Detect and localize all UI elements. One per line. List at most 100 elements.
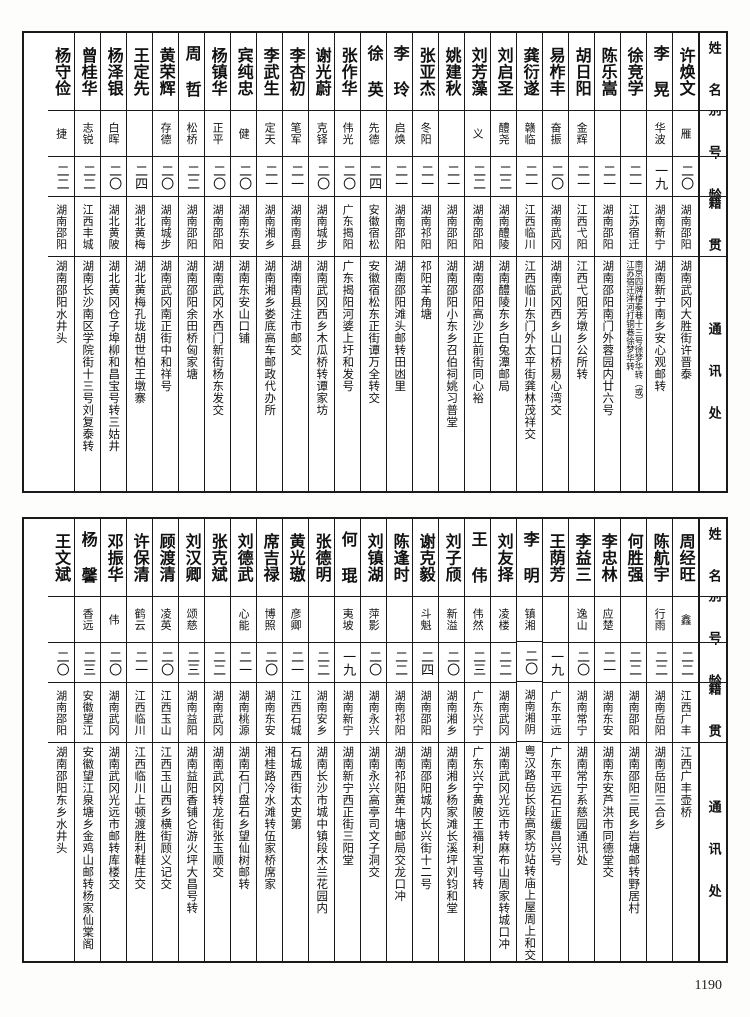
person-column[interactable]: 胡日阳 金辉 二一 江西弋阳 江西弋阳芳墩乡公所转 [568, 33, 594, 491]
person-name-text: 徐竞学 [624, 46, 644, 97]
person-age-cell: 二二 [387, 643, 412, 683]
person-native-text: 湖南湘阴 [523, 688, 537, 735]
person-native-text: 广东揭阳 [341, 203, 355, 250]
person-address-cell: 湖南邵阳城内长兴街十二号 [413, 743, 438, 961]
person-column[interactable]: 易柞丰 奋振 二〇 湖南武冈 湖南武冈西乡山口桥易心湾交 [542, 33, 568, 491]
person-column[interactable]: 李 玲启焕 二一 湖南邵阳 湖南邵阳滩头邮转田凼里 [386, 33, 412, 491]
person-column[interactable]: 张德明 二二 湖南安乡 湖南长沙市城中镇段木兰花园内 [308, 519, 334, 961]
person-column[interactable]: 席吉禄 博照 二〇 湖南东安 湘桂路冷水滩转伍家桥席家 [256, 519, 282, 961]
person-column[interactable]: 杨守俭捷二二 湖南邵阳 湖南邵阳水井头 [48, 33, 74, 491]
person-age-cell: 二〇 [309, 157, 334, 197]
address-lines: 湖南武冈水西门新街杨东发交 [205, 258, 230, 490]
person-column[interactable]: 谢克毅 斗魁 二四 湖南邵阳 湖南邵阳城内长兴街十二号 [412, 519, 438, 961]
person-age-cell: 二一 [517, 157, 542, 197]
person-alias-text: 斗魁 [419, 608, 433, 631]
person-column[interactable]: 许焕文雁二〇 湖南邵阳 湖南武冈大胜街许晋泰 [672, 33, 698, 491]
person-age-cell: 一九 [647, 157, 672, 197]
person-column[interactable]: 王 伟伟然 二三 广东兴宁 广东兴宁黄陂王福利宝号转 [464, 519, 490, 961]
person-column[interactable]: 谢光蔚 克铎 二〇 湖南城步 湖南武冈西乡木瓜桥转谭家坊 [308, 33, 334, 491]
person-address-cell: 湖南祁阳黄牛塘邮局交龙口冲 [387, 743, 412, 961]
row-label-text: 别 号 [705, 597, 721, 643]
person-column[interactable]: 何胜强 二二 湖南邵阳 湖南邵阳三民乡岩塘邮转野居村 [620, 519, 646, 961]
person-column[interactable]: 徐 英先德 二四 安徽宿松 安徽宿松东正街谭万全转交 [360, 33, 386, 491]
person-name-cell: 姚建秋 [439, 33, 464, 111]
person-column[interactable]: 王荫芳 一九 广东平远 广东平远石正缓昌兴号 [542, 519, 568, 961]
person-column[interactable]: 李 晃华波 一九 湖南新宁 湖南新宁南乡安心观邮转 [646, 33, 672, 491]
person-age-cell: 二四 [361, 157, 386, 197]
address-lines: 湖南武冈光远市转麻布山周家转城口冲 [491, 744, 516, 960]
person-age-text: 二一 [522, 163, 538, 190]
person-column[interactable]: 曾桂华 志锐 二二 江西丰城 湖南长沙南区学院街十三号刘复泰转 [74, 33, 100, 491]
person-column[interactable]: 杨 馨香远 二三 安徽望江 安徽望江泉塘乡金鸡山邮转杨家仙棠阁 [74, 519, 100, 961]
address-lines: 湖南醴陵东乡白兔潭邮局 [491, 258, 516, 490]
person-column[interactable]: 陈航宇 行雨 二二 湖南岳阳 湖南岳阳三合乡 [646, 519, 672, 961]
person-alias-cell: 健 [231, 111, 256, 157]
person-column[interactable]: 陈乐嵩 二一 湖南邵阳 湖南邵阳南门外蓉园内廿六号 [594, 33, 620, 491]
person-name-text: 龚衍遂 [520, 46, 540, 97]
person-age-cell: 二一 [439, 157, 464, 197]
person-column[interactable]: 刘芳藻义二二 湖南邵阳 湖南邵阳高沙正前街同心裕 [464, 33, 490, 491]
person-native-cell: 湖北黄陂 [101, 197, 126, 257]
person-column[interactable]: 李益三 逸山 二〇 湖南常宁 湖南常宁系慈园通讯处 [568, 519, 594, 961]
person-native-text: 湖南祁阳 [393, 689, 407, 736]
person-column[interactable]: 刘友择 凌楼 二二 湖南武冈 湖南武冈光远市转麻布山周家转城口冲 [490, 519, 516, 961]
person-column[interactable]: 周 哲松桥 二二 湖南邵阳 湖南邵阳余田桥匈家塘 [178, 33, 204, 491]
address-lines: 湖南邵阳滩头邮转田凼里 [387, 258, 412, 490]
person-alias-cell [387, 597, 412, 643]
person-age-cell: 二二 [48, 157, 74, 197]
person-native-text: 江西弋阳 [575, 203, 589, 250]
person-column[interactable]: 陈逢时 二二 湖南祁阳 湖南祁阳黄牛塘邮局交龙口冲 [386, 519, 412, 961]
person-column[interactable]: 王定先 二四 湖北黄梅 湖北黄梅孔垅胡世柏王墩寨 [126, 33, 152, 491]
address-line: 湖南岳阳三合乡 [653, 746, 668, 830]
person-column[interactable]: 刘启圣 醴尧 二二 湖南醴陵 湖南醴陵东乡白兔潭邮局 [490, 33, 516, 491]
person-column[interactable]: 杨镇华 正平 二〇 湖南邵阳 湖南武冈水西门新街杨东发交 [204, 33, 230, 491]
person-column[interactable]: 李忠林 应楚 二一 湖南东安 湖南东安芦洪市同德堂交 [594, 519, 620, 961]
person-column[interactable]: 李 明镇湘 二〇 湖南湘阴 粤汉路岳长段高家坊站转庙上屋周上和交 [516, 519, 542, 961]
person-address-cell: 湖南新宁西正街三阳堂 [335, 743, 360, 961]
person-column[interactable]: 邓振华伟二〇 湖南武冈 湖南武冈光远市邮转库楼交 [100, 519, 126, 961]
person-column[interactable]: 张亚杰 冬阳 二一 湖南祁阳 祁阳羊角塘 [412, 33, 438, 491]
person-column[interactable]: 宾纯忠健二〇 湖南东安 湖南东安山口铺 [230, 33, 256, 491]
person-address-cell: 湖南武冈光远市转麻布山周家转城口冲 [491, 743, 516, 961]
person-column[interactable]: 张克斌 二二 湖南武冈 湖南武冈转龙街张玉顺交 [204, 519, 230, 961]
person-native-cell: 湖南湘阴 [517, 682, 542, 743]
person-name-cell: 黄光璈 [283, 519, 308, 597]
address-lines: 湖南邵阳余田桥匈家塘 [179, 258, 204, 490]
person-column[interactable]: 王文斌 二〇 湖南邵阳 湖南邵阳东乡水井头 [48, 519, 74, 961]
person-column[interactable]: 何 琨夷坡 一九 湖南新宁 湖南新宁西正街三阳堂 [334, 519, 360, 961]
person-column[interactable]: 杨泽银 白晖 二〇 湖北黄陂 湖北黄冈仓子埠柳和昌宝号转三姑井 [100, 33, 126, 491]
person-column[interactable]: 周经旺鑫二二 江西广丰 江西广丰壶桥 [672, 519, 698, 961]
address-lines: 湖南南县注市邮交 [283, 258, 308, 490]
person-column[interactable]: 李武生 定天 二一 湖南湘乡 湖南湘乡娄底高车邮政代办所 [256, 33, 282, 491]
address-lines: 湖南武冈南正街中和祥号 [153, 258, 178, 490]
person-native-cell: 湖南岳阳 [647, 683, 672, 743]
address-line: 湖南邵阳南门外蓉园内廿六号 [601, 260, 616, 416]
person-alias-cell: 华波 [647, 111, 672, 157]
row-label-alias: 别 号 [700, 597, 726, 643]
person-column[interactable]: 黄光璈 彦卿 二一 江西石城 石城西街太史第 [282, 519, 308, 961]
person-column[interactable]: 张作华 伟光 二〇 广东揭阳 广东揭阳河婆上圩和发号 [334, 33, 360, 491]
person-column[interactable]: 李杏初 笔军 二一 湖南南县 湖南南县注市邮交 [282, 33, 308, 491]
person-column[interactable]: 刘汉卿 颂慈 二三 湖南益阳 湖南益阳香铺仑游火坪大昌号转 [178, 519, 204, 961]
person-name-text: 李武生 [260, 46, 280, 97]
row-label-text: 通 讯 处 [705, 800, 721, 904]
person-alias-text: 白晖 [107, 122, 121, 145]
person-column[interactable]: 姚建秋 二一 湖南邵阳 湖南邵阳小东乡召伯祠姚习普堂 [438, 33, 464, 491]
person-native-cell: 湖南新宁 [647, 197, 672, 257]
address-line: 湖南武冈西乡山口桥易心湾交 [549, 260, 564, 416]
address-line: 湘桂路冷水滩转伍家桥席家 [263, 746, 278, 890]
person-column[interactable]: 顾渡清 凌英 二〇 江西玉山 江西玉山西乡横街顾义记交 [152, 519, 178, 961]
person-column[interactable]: 刘镇湖 萍影 二〇 湖南永兴 湖南永兴高亭司文子洞交 [360, 519, 386, 961]
person-column[interactable]: 许保清 鹤云 二一 江西临川 江西临川上顿渡胜利鞋庄交 [126, 519, 152, 961]
person-column[interactable]: 徐竞学 二一 江苏宿迁 南京四牌楼秦巷十三号徐梦华转（或） 江苏宿迁洋河打铜巷徐梦华转 [620, 33, 646, 491]
person-column[interactable]: 刘德武 心能 二一 湖南桃源 湖南石门盘石乡望仙树邮转 [230, 519, 256, 961]
person-column[interactable]: 黄荣辉 存德 二〇 湖南城步 湖南武冈南正街中和祥号 [152, 33, 178, 491]
person-column[interactable]: 刘子颀 新溢 二〇 湖南湘乡 湖南湘乡杨家滩长溪坪刘钧和堂 [438, 519, 464, 961]
address-line: 湖南常宁系慈园通讯处 [575, 746, 590, 866]
address-line: 湖北黄冈仓子埠柳和昌宝号转三姑井 [107, 260, 122, 452]
address-line: 江西临川上顿渡胜利鞋庄交 [133, 746, 148, 890]
person-address-cell: 湖南醴陵东乡白兔潭邮局 [491, 257, 516, 491]
person-native-cell: 湖南邵阳 [205, 197, 230, 257]
person-age-text: 二〇 [236, 163, 252, 190]
person-column[interactable]: 龚衍遂 赣临 二一 江西临川 江西临川东门外太平街龚林茂祥交 [516, 33, 542, 491]
